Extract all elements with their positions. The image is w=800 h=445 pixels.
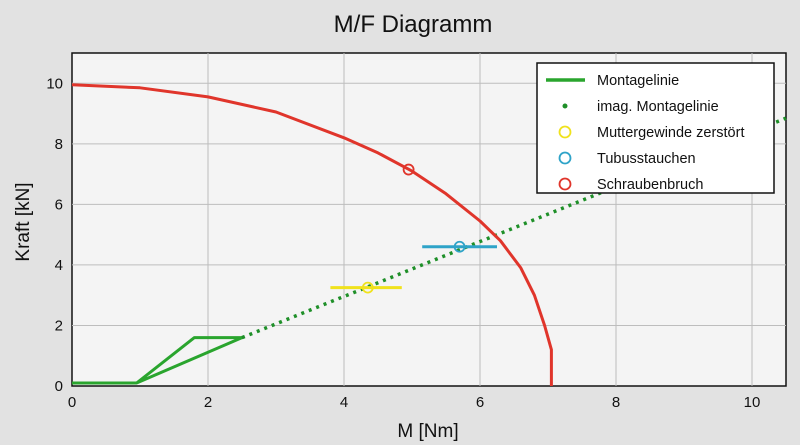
legend-label-montagelinie: Montagelinie (597, 73, 679, 89)
legend-label-tubusstauchen: Tubusstauchen (597, 151, 696, 167)
series-schraubenbruch (71, 83, 553, 386)
x-tick-label: 8 (612, 394, 620, 411)
y-tick-label: 8 (55, 136, 63, 153)
grid (72, 53, 786, 386)
legend-box (536, 62, 775, 194)
legend-swatch-imag-montagelinie (562, 103, 568, 109)
x-tick-label: 2 (204, 394, 212, 411)
chart-title: M/F Diagramm (334, 11, 493, 38)
x-tick-label: 10 (744, 394, 761, 411)
legend-label-muttergewinde-zerst-rt: Muttergewinde zerstört (597, 125, 744, 141)
marker-tubusstauchen (453, 240, 466, 253)
legend-label-imag-montagelinie: imag. Montagelinie (597, 99, 719, 115)
y-tick-label: 4 (55, 257, 63, 274)
series-montagelinie (72, 336, 244, 385)
y-tick-label: 6 (55, 196, 63, 213)
legend: Montagelinie imag. Montagelinie Muttergewi… (536, 62, 775, 194)
legend-swatch-tubusstauchen (558, 151, 572, 165)
y-tick-label: 10 (46, 75, 63, 92)
legend-swatch-schraubenbruch (558, 177, 572, 191)
tick-labels: 0 2 4 6 8 10 0 2 4 6 8 10 (46, 75, 760, 411)
y-tick-label: 2 (55, 317, 63, 334)
x-tick-label: 6 (476, 394, 484, 411)
x-tick-label: 4 (340, 394, 348, 411)
marker-schraubenbruch (402, 163, 415, 176)
x-tick-label: 0 (68, 394, 76, 411)
x-axis-label: M [Nm] (397, 421, 458, 442)
marker-muttergewinde-zerst-rt (361, 281, 374, 294)
legend-swatch-muttergewinde-zerst-rt (558, 125, 572, 139)
y-tick-label: 0 (55, 378, 63, 395)
legend-label-schraubenbruch: Schraubenbruch (597, 177, 703, 193)
y-axis-label: Kraft [kN] (13, 182, 34, 261)
